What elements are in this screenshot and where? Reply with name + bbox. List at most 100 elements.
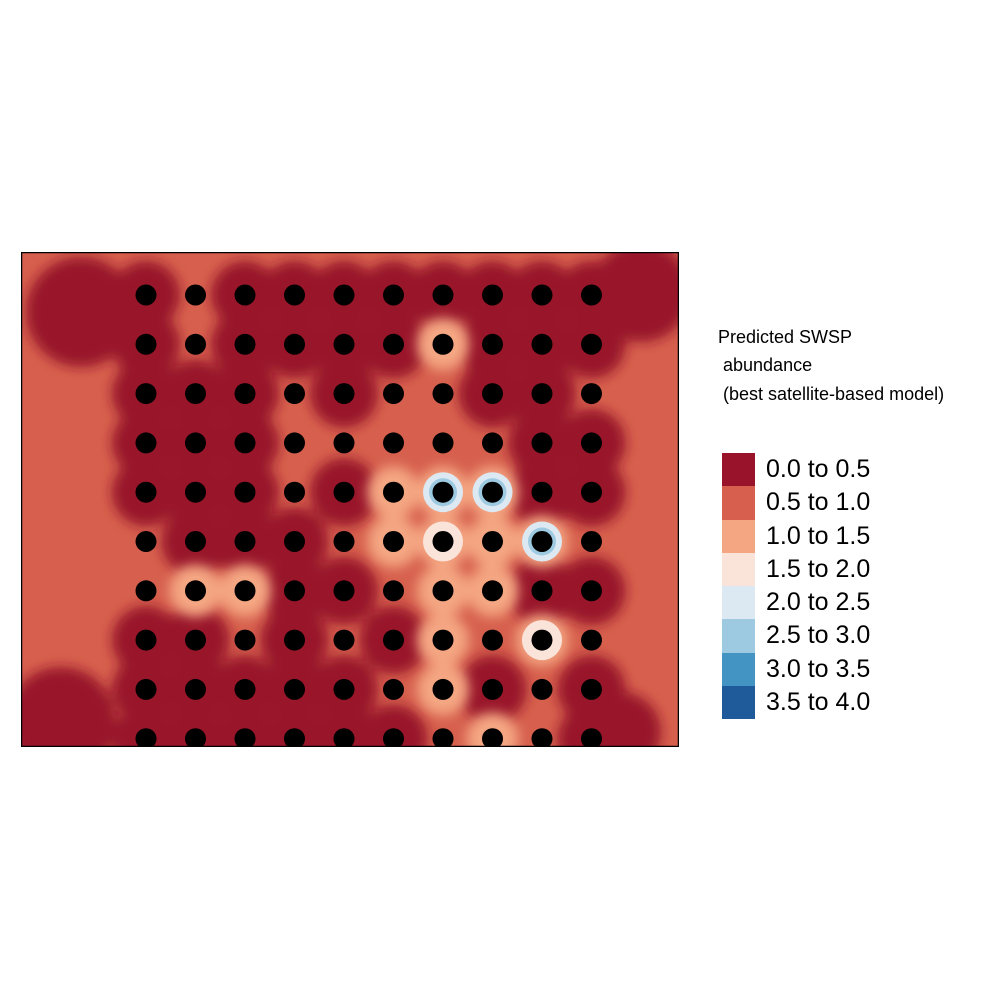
survey-point	[135, 432, 157, 454]
legend-swatch	[722, 619, 755, 653]
legend-label: 3.0 to 3.5	[766, 654, 871, 683]
survey-point	[432, 728, 454, 747]
survey-point	[432, 531, 454, 552]
map-panel	[21, 252, 679, 747]
survey-point	[333, 284, 355, 306]
survey-point	[482, 531, 503, 552]
survey-point	[135, 333, 157, 355]
survey-point	[383, 678, 404, 700]
survey-point	[482, 580, 503, 602]
survey-point	[234, 432, 256, 454]
survey-point	[333, 678, 355, 700]
survey-points	[135, 284, 602, 747]
survey-point	[234, 383, 256, 405]
low-region-blob	[21, 667, 116, 747]
survey-point	[531, 432, 553, 454]
legend-item: 3.0 to 3.5	[722, 652, 962, 687]
legend-swatch	[722, 519, 755, 553]
survey-point	[581, 284, 602, 306]
survey-point	[581, 432, 602, 454]
survey-point	[284, 531, 305, 552]
legend-title-line-1: Predicted SWSP	[718, 327, 853, 347]
survey-point	[581, 481, 602, 503]
survey-point	[482, 728, 503, 747]
survey-point	[185, 383, 206, 405]
survey-point	[135, 580, 157, 602]
survey-point	[432, 580, 454, 602]
survey-point	[432, 481, 454, 503]
survey-point	[284, 728, 305, 747]
legend-item: 2.5 to 3.0	[722, 619, 962, 653]
survey-point	[135, 531, 157, 552]
legend-swatch	[722, 486, 755, 520]
legend-label: 3.5 to 4.0	[766, 688, 871, 717]
survey-point	[581, 383, 602, 405]
legend-item: 1.5 to 2.0	[722, 552, 962, 587]
survey-point	[284, 580, 305, 602]
survey-point	[234, 678, 256, 700]
survey-point	[432, 629, 454, 651]
survey-point	[482, 284, 503, 306]
survey-point	[284, 678, 305, 700]
survey-point	[482, 333, 503, 355]
low-region-blob	[581, 692, 661, 747]
survey-point	[531, 629, 553, 651]
survey-point	[333, 728, 355, 747]
survey-point	[581, 531, 602, 552]
legend-swatch	[722, 586, 755, 620]
survey-point	[284, 383, 305, 405]
legend-item: 3.5 to 4.0	[722, 686, 962, 720]
legend-swatch	[722, 652, 755, 687]
survey-point	[432, 383, 454, 405]
low-region-blob	[359, 704, 428, 747]
survey-point	[383, 333, 404, 355]
survey-point	[135, 728, 157, 747]
survey-point	[531, 383, 553, 405]
survey-point	[531, 531, 553, 552]
survey-point	[482, 481, 503, 503]
survey-point	[185, 629, 206, 651]
survey-point	[531, 580, 553, 602]
survey-point	[234, 481, 256, 503]
survey-point	[432, 678, 454, 700]
survey-point	[185, 432, 206, 454]
survey-point	[383, 383, 404, 405]
survey-point	[531, 481, 553, 503]
legend-label: 0.0 to 0.5	[766, 455, 871, 483]
survey-point	[482, 678, 503, 700]
legend-swatch	[722, 686, 755, 720]
legend-swatch	[722, 552, 755, 587]
legend-title-line-3: (best satellite-based model)	[718, 384, 945, 404]
survey-point	[482, 383, 503, 405]
survey-point	[234, 629, 256, 651]
survey-point	[185, 481, 206, 503]
survey-point	[185, 678, 206, 700]
survey-point	[185, 284, 206, 306]
legend-item: 0.5 to 1.0	[722, 486, 962, 520]
map-border	[21, 252, 679, 747]
survey-point	[284, 432, 305, 454]
legend-item: 2.0 to 2.5	[722, 586, 962, 620]
survey-point	[185, 728, 206, 747]
legend-title-line-2: abundance	[718, 355, 813, 375]
survey-point	[135, 678, 157, 700]
survey-point	[581, 629, 602, 651]
survey-point	[185, 580, 206, 602]
abundance-map	[21, 252, 679, 747]
survey-point	[383, 284, 404, 306]
survey-point	[284, 333, 305, 355]
survey-point	[333, 481, 355, 503]
survey-point	[333, 531, 355, 552]
survey-point	[333, 432, 355, 454]
survey-point	[531, 333, 553, 355]
survey-point	[284, 629, 305, 651]
low-region-blob	[591, 252, 679, 342]
survey-point	[383, 531, 404, 552]
legend-label: 1.5 to 2.0	[766, 554, 871, 583]
legend-item: 1.0 to 1.5	[722, 519, 962, 553]
survey-point	[234, 580, 256, 602]
legend-label: 2.0 to 2.5	[766, 588, 871, 617]
legend: 0.0 to 0.5 0.5 to 1.0 1.0 to 1.5 1.5 to 2.0…	[722, 453, 962, 720]
survey-point	[581, 678, 602, 700]
survey-point	[135, 629, 157, 651]
